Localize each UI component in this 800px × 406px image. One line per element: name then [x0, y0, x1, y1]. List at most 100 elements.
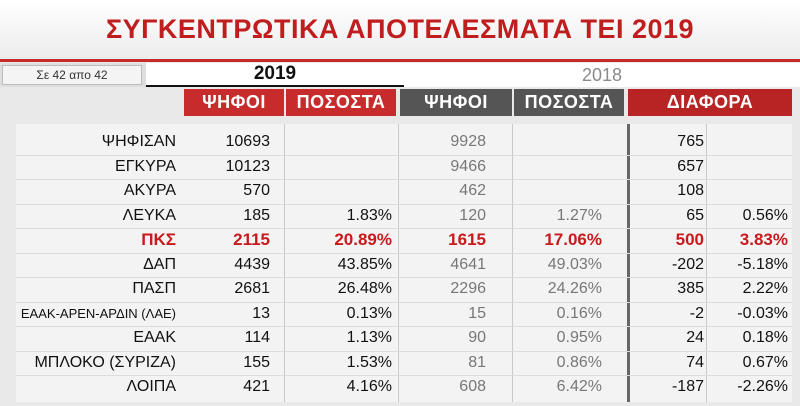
difference-percent [712, 130, 788, 155]
percent-2018 [526, 130, 602, 155]
year-current-label: 2019 [146, 63, 404, 87]
row-divider [16, 228, 792, 229]
votes-2018: 81 [468, 353, 486, 371]
row-label: ΠΚΣ [141, 230, 176, 250]
column-divider [706, 124, 707, 402]
votes-2019: 13 [252, 304, 270, 322]
row-label: ΕΑΑΚ-ΑΡΕΝ-ΑΡΔΙΝ (ΛΑΕ) [20, 306, 176, 322]
header-votes-2018: ΨΗΦΟΙ [400, 89, 512, 116]
difference-percent: 2.22% [742, 280, 788, 298]
difference-percent [712, 179, 788, 204]
percent-2018: 17.06% [544, 230, 602, 250]
row-divider [16, 277, 792, 278]
votes-2018: 120 [459, 206, 486, 224]
votes-2019: 10123 [225, 157, 271, 175]
percent-2018: 0.16% [556, 304, 602, 322]
row-label: ΑΚΥΡΑ [123, 182, 176, 200]
votes-2018: 608 [459, 378, 486, 396]
row-label: ΔΑΠ [143, 255, 176, 273]
difference-votes: -202 [671, 255, 704, 273]
votes-2018: 4641 [450, 255, 486, 273]
percent-2018 [526, 155, 602, 180]
difference-votes: 74 [686, 353, 704, 371]
table-row: ΔΑΠ 4439 43.85% 4641 49.03% -202 -5.18% [16, 253, 792, 278]
row-label: ΛΟΙΠΑ [126, 378, 176, 396]
difference-votes: 500 [675, 230, 704, 250]
difference-votes: -2 [689, 304, 704, 322]
table-row: ΛΕΥΚΑ 185 1.83% 120 1.27% 65 0.56% [16, 204, 792, 229]
votes-2019: 2115 [233, 230, 270, 250]
header-percent-2019: ΠΟΣΟΣΤΑ [286, 89, 396, 116]
table-row: ΠΑΣΠ 2681 26.48% 2296 24.26% 385 2.22% [16, 277, 792, 302]
table-row: ΑΚΥΡΑ 570 462 108 [16, 179, 792, 204]
header-difference: ΔΙΑΦΟΡΑ [628, 89, 792, 116]
percent-2018: 0.95% [556, 329, 602, 347]
difference-votes: 765 [677, 133, 704, 151]
votes-2019: 114 [244, 329, 270, 347]
title-bar: ΣΥΓΚΕΝΤΡΩΤΙΚΑ ΑΠΟΤΕΛΕΣΜΑΤΑ ΤΕΙ 2019 [0, 0, 800, 62]
row-label: ΕΓΚΥΡΑ [115, 157, 176, 175]
row-label: ΕΑΑΚ [133, 329, 176, 347]
votes-2018: 90 [468, 329, 486, 347]
percent-2019 [316, 155, 392, 180]
column-divider [398, 124, 399, 402]
votes-2018: 15 [468, 304, 486, 322]
votes-2019: 10693 [225, 133, 271, 151]
percent-2019: 1.13% [346, 329, 392, 347]
percent-2019: 1.53% [346, 353, 392, 371]
difference-votes: 108 [677, 182, 704, 200]
difference-votes: 385 [677, 280, 704, 298]
difference-separator [627, 124, 630, 402]
percent-2019: 26.48% [337, 280, 392, 298]
difference-percent: 0.56% [742, 206, 788, 224]
row-label: ΜΠΛΟΚΟ (ΣΥΡΙΖΑ) [34, 353, 176, 371]
difference-percent: -2.26% [737, 378, 788, 396]
votes-2019: 155 [243, 353, 270, 371]
page-title: ΣΥΓΚΕΝΤΡΩΤΙΚΑ ΑΠΟΤΕΛΕΣΜΑΤΑ ΤΕΙ 2019 [105, 14, 695, 44]
difference-percent [712, 155, 788, 180]
votes-2018: 2296 [450, 280, 486, 298]
percent-2018 [526, 179, 602, 204]
row-divider [16, 301, 792, 303]
percent-2019: 20.89% [334, 230, 392, 250]
difference-percent: 0.18% [742, 329, 788, 347]
votes-2019: 570 [243, 182, 270, 200]
votes-2019: 4439 [234, 255, 270, 273]
row-label: ΠΑΣΠ [132, 280, 176, 298]
results-counter: Σε 42 απο 42 [2, 65, 142, 85]
percent-2019 [316, 179, 392, 204]
row-divider [16, 252, 792, 254]
difference-percent: 3.83% [739, 230, 788, 250]
difference-votes: 65 [686, 206, 704, 224]
table-row: ΜΠΛΟΚΟ (ΣΥΡΙΖΑ) 155 1.53% 81 0.86% 74 0.67% [16, 351, 792, 376]
year-previous-label: 2018 [404, 63, 800, 87]
difference-votes: 24 [686, 329, 704, 347]
row-divider [16, 179, 792, 180]
results-table [16, 124, 792, 402]
votes-2019: 2681 [234, 280, 270, 298]
header-votes-2019: ΨΗΦΟΙ [184, 89, 284, 116]
column-divider [512, 124, 513, 402]
percent-2018: 49.03% [547, 255, 602, 273]
row-label: ΨΗΦΙΣΑΝ [101, 133, 176, 151]
table-row: ΨΗΦΙΣΑΝ 10693 9928 765 [16, 130, 792, 155]
table-row: ΕΑΑΚ 114 1.13% 90 0.95% 24 0.18% [16, 326, 792, 351]
table-row: ΛΟΙΠΑ 421 4.16% 608 6.42% -187 -2.26% [16, 375, 792, 400]
votes-2018: 462 [459, 182, 486, 200]
table-row: ΕΑΑΚ-ΑΡΕΝ-ΑΡΔΙΝ (ΛΑΕ) 13 0.13% 15 0.16% -2 -0.… [16, 302, 792, 327]
percent-2018: 24.26% [547, 280, 602, 298]
percent-2019: 4.16% [346, 378, 392, 396]
percent-2018: 1.27% [556, 206, 602, 224]
row-divider [16, 326, 792, 327]
table-row: ΠΚΣ 2115 20.89% 1615 17.06% 500 3.83% [16, 228, 792, 253]
votes-2018: 9928 [450, 133, 486, 151]
votes-2018: 1615 [448, 230, 486, 250]
votes-2019: 421 [243, 378, 270, 396]
column-divider [284, 124, 285, 402]
percent-2019 [316, 130, 392, 155]
row-divider [16, 350, 792, 352]
difference-percent: -0.03% [737, 304, 788, 322]
percent-2018: 0.86% [556, 353, 602, 371]
percent-2019: 0.13% [346, 304, 392, 322]
table-row: ΕΓΚΥΡΑ 10123 9466 657 [16, 155, 792, 180]
